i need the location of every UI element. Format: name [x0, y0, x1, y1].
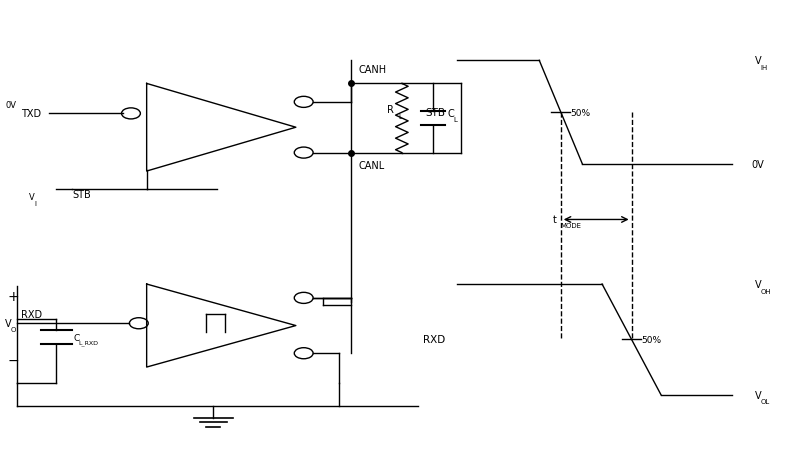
- Text: 0V: 0V: [6, 100, 17, 110]
- Text: 50%: 50%: [571, 108, 590, 118]
- Text: L: L: [398, 114, 402, 120]
- Text: C: C: [448, 109, 454, 119]
- Text: OH: OH: [760, 288, 771, 294]
- Text: IH: IH: [760, 65, 768, 71]
- Text: STB: STB: [425, 108, 445, 118]
- Text: O: O: [11, 327, 17, 333]
- Text: +: +: [7, 289, 19, 303]
- Text: −: −: [7, 353, 19, 367]
- Text: V: V: [755, 280, 762, 289]
- Text: 0V: 0V: [751, 160, 764, 170]
- Text: R: R: [387, 105, 394, 114]
- Text: L_RXD: L_RXD: [78, 340, 98, 345]
- Text: I: I: [35, 200, 36, 206]
- Text: L: L: [453, 116, 457, 122]
- Text: RXD: RXD: [423, 335, 445, 344]
- Text: RXD: RXD: [21, 309, 42, 319]
- Text: MODE: MODE: [560, 222, 581, 228]
- Text: OL: OL: [760, 399, 770, 405]
- Text: C: C: [73, 333, 80, 342]
- Text: CANH: CANH: [359, 65, 387, 75]
- Text: V: V: [755, 390, 762, 400]
- Text: STB: STB: [72, 190, 91, 200]
- Text: TXD: TXD: [21, 109, 41, 119]
- Text: CANL: CANL: [359, 160, 385, 170]
- Text: V: V: [755, 56, 762, 66]
- Text: t: t: [553, 215, 557, 225]
- Text: V: V: [29, 193, 35, 201]
- Text: V: V: [6, 319, 12, 329]
- Text: 50%: 50%: [641, 335, 661, 344]
